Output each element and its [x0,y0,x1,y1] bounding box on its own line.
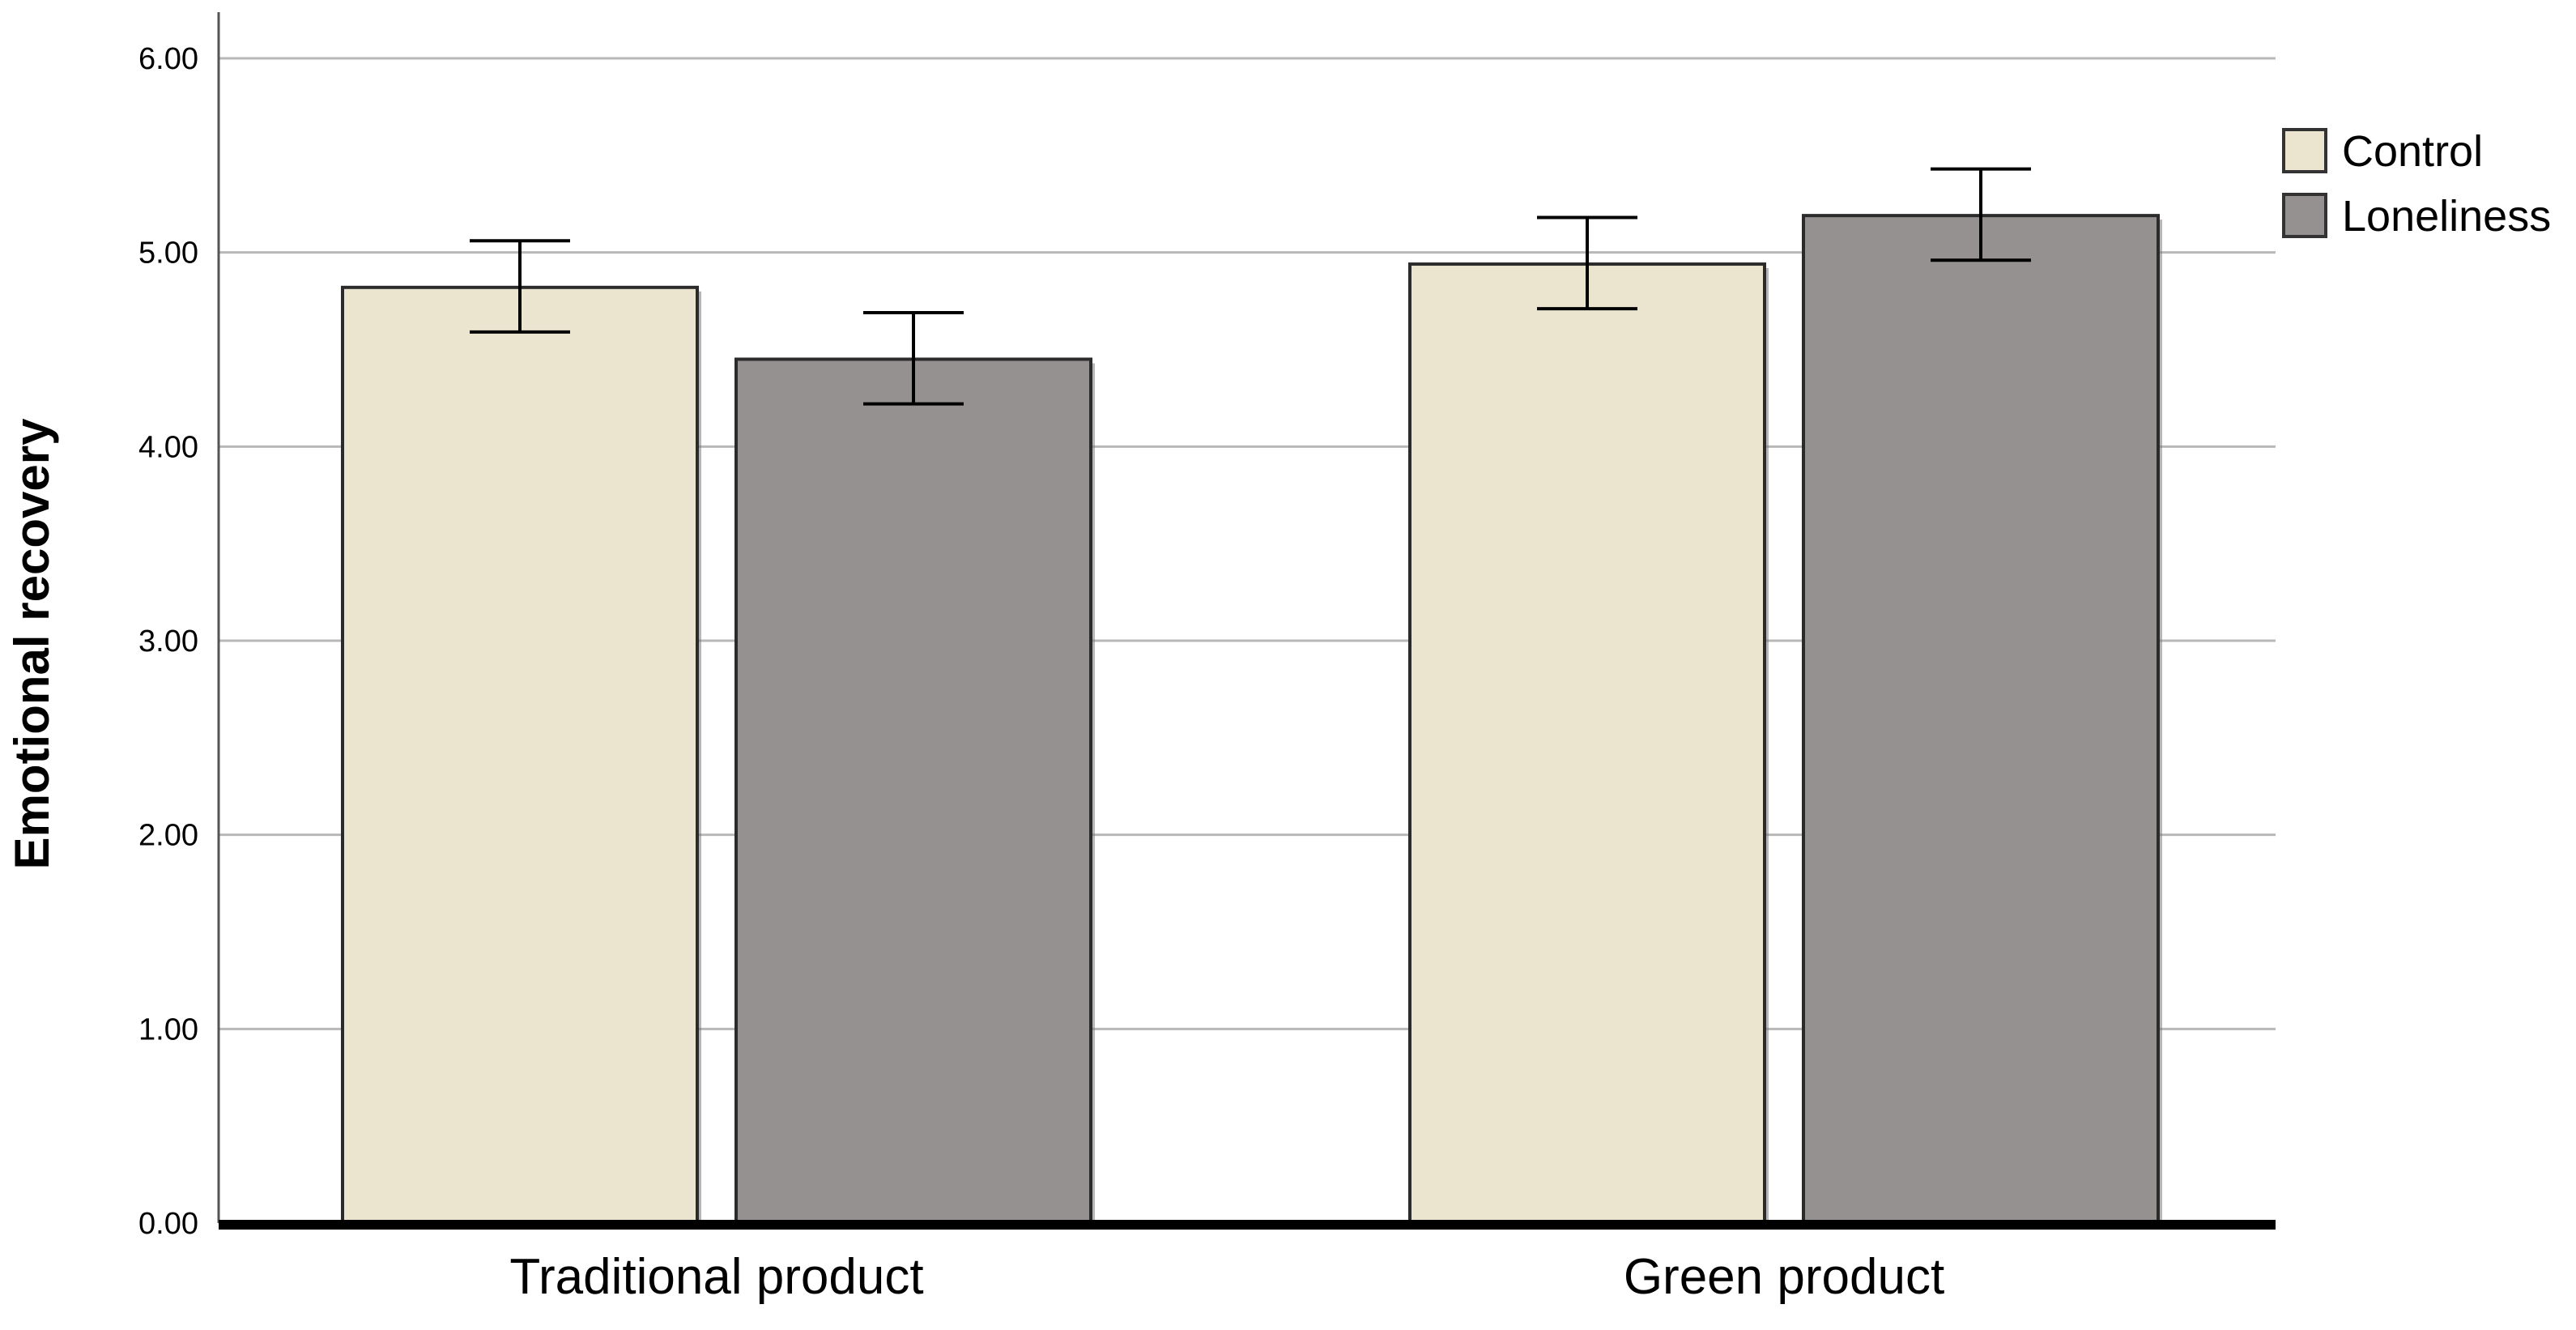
y-tick-label: 4.00 [138,430,198,464]
legend: Control Loneliness [2282,127,2551,241]
legend-swatch-control [2282,128,2327,173]
y-tick-label: 2.00 [138,819,198,853]
legend-label-loneliness: Loneliness [2342,192,2551,241]
y-tick-label: 1.00 [138,1012,198,1047]
y-axis-title: Emotional recovery [5,418,59,870]
bar-control-traditional [341,285,699,1226]
y-tick-label: 5.00 [138,237,198,271]
legend-label-control: Control [2342,127,2483,176]
bar-loneliness-traditional [734,357,1092,1226]
x-tick-label: Traditional product [509,1249,923,1305]
bar-loneliness-green [1802,214,2160,1225]
y-tick-label: 3.00 [138,625,198,659]
bars [341,214,2162,1228]
axes [217,12,2276,1230]
x-tick-label: Green product [1624,1249,1944,1305]
x-tick-labels: Traditional product Green product [509,1249,1944,1305]
y-tick-labels: 0.00 1.00 2.00 3.00 4.00 5.00 6.00 [138,42,198,1241]
bar-control-green [1408,262,1766,1226]
error-bars [470,167,2031,406]
legend-swatch-loneliness [2282,193,2327,238]
y-tick-label: 0.00 [138,1207,198,1241]
y-tick-label: 6.00 [138,42,198,76]
